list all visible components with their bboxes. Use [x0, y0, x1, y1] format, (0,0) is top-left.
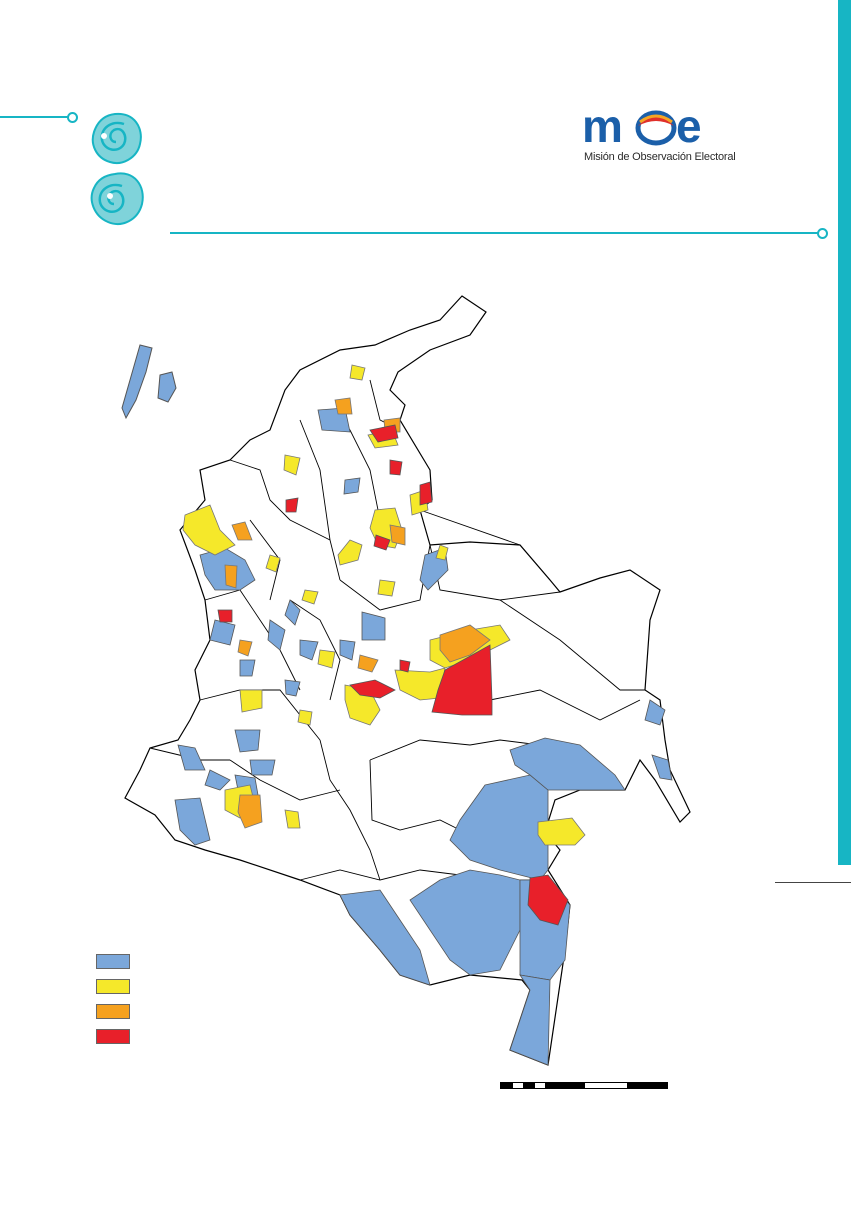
legend-item	[96, 974, 138, 999]
legend-swatch-red	[96, 1029, 130, 1044]
scale-segment	[627, 1083, 667, 1088]
legend-swatch-orange	[96, 1004, 130, 1019]
map-scale-bar	[500, 1082, 668, 1089]
legend-swatch-yellow	[96, 979, 130, 994]
legend-item	[96, 949, 138, 974]
scale-segment	[545, 1083, 585, 1088]
logo-wordmark-m: m	[582, 104, 623, 150]
scale-segment	[523, 1083, 535, 1088]
map-layer-red	[217, 424, 569, 926]
map-region-san-andres	[121, 344, 153, 420]
header-rule	[170, 232, 820, 234]
top-decor-line	[0, 116, 70, 118]
moe-logo-icon: m e	[582, 104, 702, 150]
map-legend	[96, 949, 138, 1049]
scale-segment	[585, 1083, 627, 1088]
legend-swatch-blue	[96, 954, 130, 969]
bottom-decor-line	[775, 882, 851, 883]
legend-item	[96, 999, 138, 1024]
svg-text:e: e	[676, 104, 702, 150]
header-rule-dot	[817, 228, 828, 239]
logo-subtitle: Misión de Observación Electoral	[584, 151, 736, 163]
top-decor-dot	[67, 112, 78, 123]
swirl-emblem-icon	[90, 112, 144, 225]
side-accent-bar	[838, 0, 851, 865]
legend-item	[96, 1024, 138, 1049]
scale-segment	[513, 1083, 523, 1088]
map-region-providencia	[157, 371, 177, 403]
scale-segment	[501, 1083, 513, 1088]
scale-segment	[535, 1083, 545, 1088]
